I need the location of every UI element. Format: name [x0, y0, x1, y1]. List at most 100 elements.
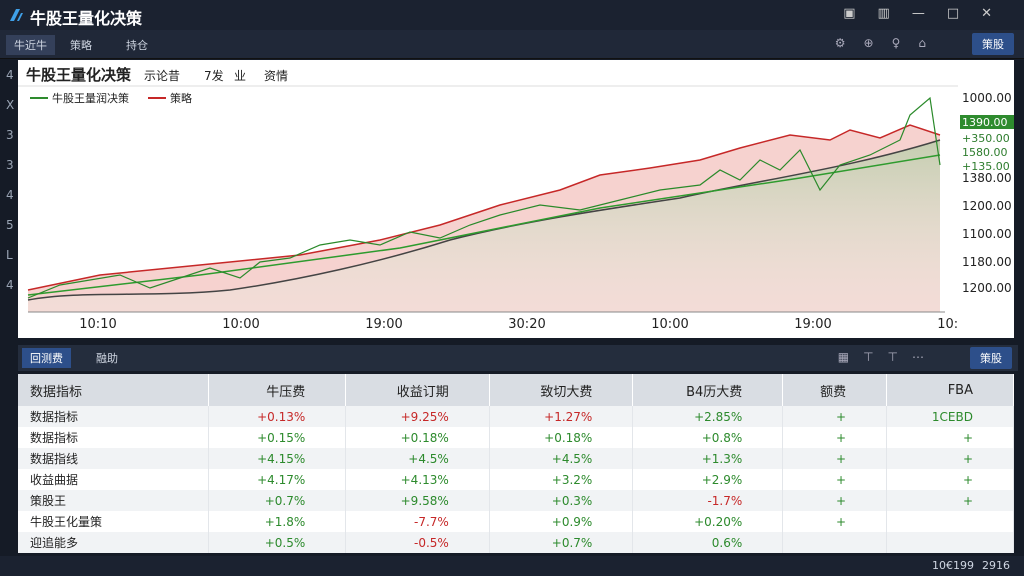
table-cell: +4.5% [489, 448, 634, 469]
table-cell: +0.3% [489, 490, 634, 511]
table-row[interactable]: 策股王 +0.7% +9.58% +0.3% -1.7% + + [18, 490, 1014, 511]
table-cell: + [886, 448, 1014, 469]
x-label: 10:10 [937, 317, 958, 332]
y-label: 1380.00 [962, 171, 1012, 185]
side-label: 3 [6, 128, 14, 142]
plot [27, 96, 945, 313]
empty-cell [782, 532, 888, 553]
data-table-wrap: 数据指标 牛压费 收益订期 致切大费 B4历大费 额费 FBA 数据指标 +0.13% +9.25… [18, 374, 1014, 553]
table-cell: +1.3% [632, 448, 784, 469]
table-cell: + [782, 406, 888, 427]
table-cell: + [886, 469, 1014, 490]
table-cell: +0.8% [632, 427, 784, 448]
y-axis-panel: 1000.00 1380.00 1200.00 1100.00 1180.00 1200.… [958, 60, 1014, 338]
empty-cell [886, 511, 1014, 532]
chart-tab[interactable]: 业 [234, 69, 246, 83]
side-label: 4 [6, 188, 14, 202]
x-label: 19:00 [365, 317, 402, 332]
side-label: 4 [6, 68, 14, 82]
toolbar-button[interactable]: 策股 [972, 33, 1014, 55]
side-label: 3 [6, 158, 14, 172]
chart-panel: 牛股王量化决策 示论昔 7发业 资情 牛股王量润决策 策略 10:10 10:00 19… [18, 60, 975, 338]
panel-tab[interactable]: 回测费 [22, 348, 71, 368]
table-cell: + [782, 511, 888, 532]
x-label: 10:10 [79, 317, 116, 332]
panel-tab[interactable]: 融助 [96, 352, 118, 365]
table-cell: +4.15% [208, 448, 347, 469]
table-cell: 迎追能多 [18, 532, 209, 553]
table-cell: +0.20% [632, 511, 784, 532]
table-row[interactable]: 数据指标 +0.13% +9.25% +1.27% +2.85% +1CEBD [18, 406, 1014, 427]
table-cell: +0.7% [208, 490, 347, 511]
toolbar-tab[interactable]: 牛近牛 [6, 35, 55, 55]
table-cell: + [886, 490, 1014, 511]
status-bar: 10€199 2916 [0, 556, 1024, 576]
x-label: 19:00 [794, 317, 831, 332]
data-table: 数据指标 牛压费 收益订期 致切大费 B4历大费 额费 FBA 数据指标 +0.13% +9.25… [18, 374, 1014, 553]
panel-button[interactable]: 策股 [970, 347, 1012, 369]
table-cell: +0.18% [345, 427, 490, 448]
table-cell: +2.9% [632, 469, 784, 490]
header-cell: B4历大费 [632, 374, 784, 406]
table-row[interactable]: 牛股王化量策 +1.8% -7.7% +0.9% +0.20% + [18, 511, 1014, 532]
panel-icons[interactable]: ▦⊤⊤⋯ [837, 350, 938, 364]
table-cell: +4.5% [345, 448, 490, 469]
y-label: 1180.00 [962, 255, 1012, 269]
table-cell: 收益曲据 [18, 469, 209, 490]
app-logo [10, 9, 23, 21]
price-tag: 1580.00 [962, 146, 1008, 159]
legend-label: 牛股王量润决策 [52, 91, 129, 105]
chart-title: 牛股王量化决策 [26, 66, 132, 84]
chart-tab[interactable]: 资情 [264, 69, 288, 83]
table-cell: +1.27% [489, 406, 634, 427]
table-cell: 数据指标 [18, 427, 209, 448]
table-cell: 1CEBD [886, 406, 1014, 427]
chart-tab[interactable]: 7发 [204, 68, 224, 83]
table-row[interactable]: 数据指线 +4.15% +4.5% +4.5% +1.3% + + [18, 448, 1014, 469]
table-cell: -1.7% [632, 490, 784, 511]
status-item: 2916 [982, 559, 1010, 572]
toolbar-tab[interactable]: 持仓 [126, 39, 148, 52]
legend-label: 策略 [170, 91, 192, 105]
app-title: 牛股王量化决策 [30, 9, 143, 28]
header-cell: 额费 [782, 374, 888, 406]
empty-cell [886, 532, 1014, 553]
table-cell: +0.13% [208, 406, 347, 427]
table-cell: +2.85% [632, 406, 784, 427]
toolbar-tab[interactable]: 策略 [70, 39, 92, 52]
header-cell: 数据指标 [18, 374, 209, 406]
window-controls[interactable]: ▣▥—□✕ [843, 6, 1014, 21]
table-cell: +9.25% [345, 406, 490, 427]
table-cell: +0.18% [489, 427, 634, 448]
bottom-panel-header: 回测费 融助 策股 ▦⊤⊤⋯ [18, 345, 1018, 371]
header-cell: 收益订期 [345, 374, 490, 406]
table-cell: + [782, 469, 888, 490]
chart-tab[interactable]: 示论昔 [144, 69, 180, 83]
table-cell: +0.7% [489, 532, 634, 553]
table-row[interactable]: 数据指标 +0.15% +0.18% +0.18% +0.8% + + [18, 427, 1014, 448]
table-cell: 数据指标 [18, 406, 209, 427]
table-row[interactable]: 迎追能多 +0.5% -0.5% +0.7% 0.6% [18, 532, 1014, 553]
status-item: 10€199 [932, 559, 974, 572]
header-cell: 牛压费 [208, 374, 347, 406]
price-tag: +135.00 [962, 160, 1010, 173]
price-tag: 1390.00 [962, 116, 1008, 129]
header-row: 数据指标 牛压费 收益订期 致切大费 B4历大费 额费 FBA [18, 374, 1014, 406]
table-cell: 牛股王化量策 [18, 511, 209, 532]
x-label: 10:00 [222, 317, 259, 332]
y-label: 1000.00 [962, 91, 1012, 105]
side-label: L [6, 248, 13, 262]
y-axis-svg: 1000.00 1380.00 1200.00 1100.00 1180.00 1200.… [960, 91, 1014, 295]
toolbar-icons[interactable]: ⚙⊕♀⌂ [834, 36, 944, 50]
chart-svg: 牛股王量化决策 示论昔 7发业 资情 牛股王量润决策 策略 10:10 10:00 19… [18, 66, 975, 332]
table-cell: +0.15% [208, 427, 347, 448]
header-cell: FBA [886, 374, 1014, 406]
table-cell: +0.9% [489, 511, 634, 532]
table-row[interactable]: 收益曲据 +4.17% +4.13% +3.2% +2.9% + + [18, 469, 1014, 490]
y-label: 1100.00 [962, 227, 1012, 241]
table-cell: +4.17% [208, 469, 347, 490]
x-label: 10:00 [651, 317, 688, 332]
table-cell: 策股王 [18, 490, 209, 511]
y-label: 1200.00 [962, 281, 1012, 295]
